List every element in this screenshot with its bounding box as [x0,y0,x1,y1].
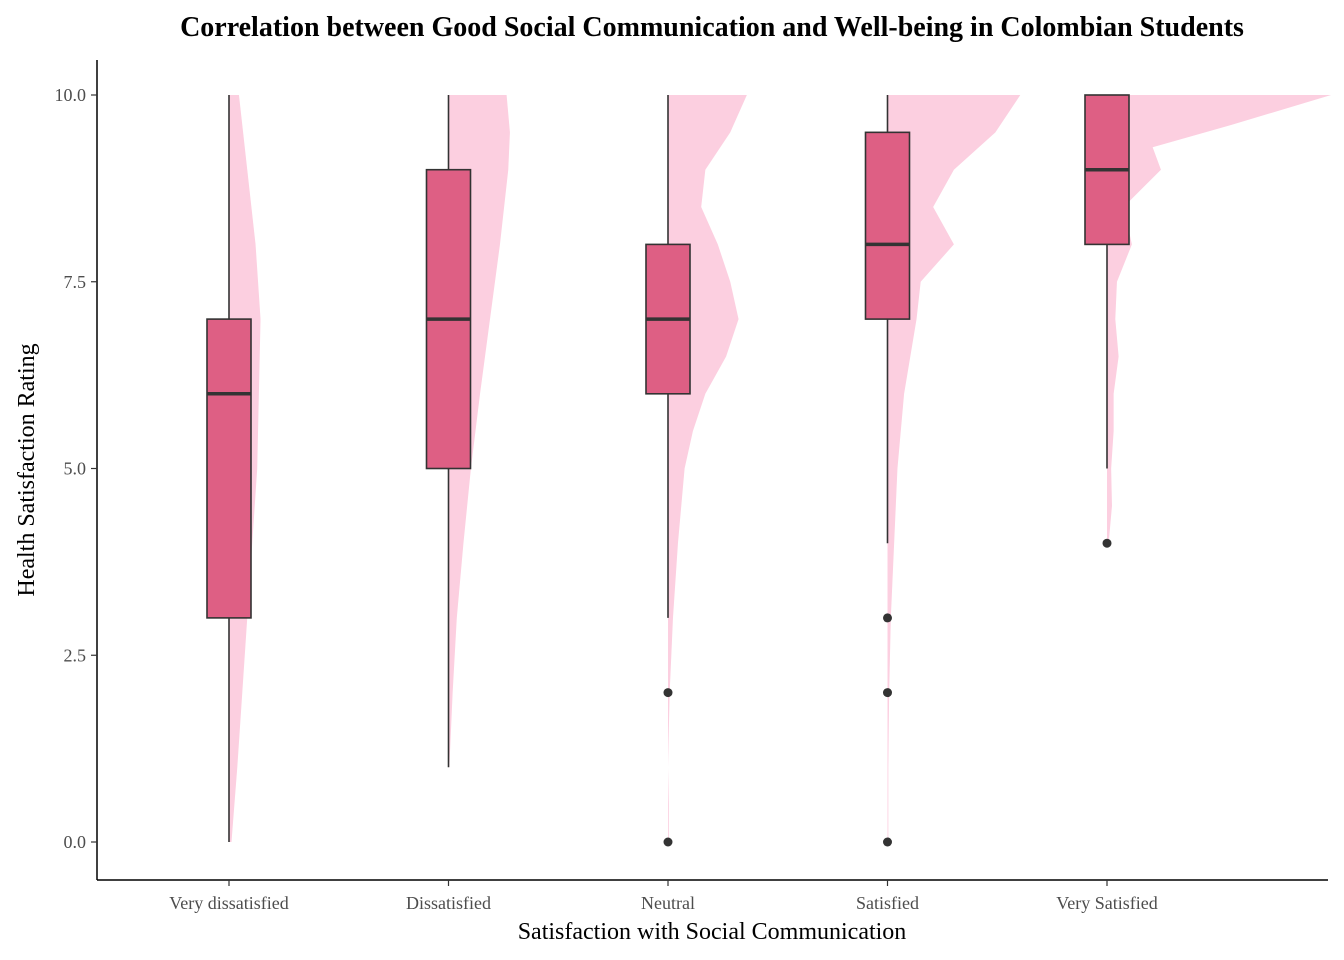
outlier-point [663,688,673,698]
y-axis-ticks: 0.0 2.5 5.0 7.5 10.0 [55,85,97,852]
plot-area [206,94,1332,847]
y-tick-label: 0.0 [64,832,87,852]
outlier-point [883,613,892,623]
x-axis-ticks: Very dissatisfied Dissatisfied Neutral Sati… [169,880,1158,913]
boxplot-4 [1084,94,1130,548]
density-3 [887,95,1021,842]
y-axis-title: Health Satisfaction Rating [14,343,40,596]
density-4 [1107,95,1332,544]
boxplot-1 [425,95,472,768]
y-tick-label: 10.0 [55,85,87,105]
outlier-point [883,837,892,847]
outlier-point [1102,538,1112,548]
x-tick-label: Neutral [641,893,695,913]
boxplot-3 [864,95,911,847]
box-iqr [206,318,252,619]
x-tick-label: Very Satisfied [1056,893,1157,913]
x-axis-title: Satisfaction with Social Communication [518,919,907,945]
density-2 [668,95,747,842]
box-iqr [864,131,911,320]
y-tick-label: 5.0 [64,459,87,479]
y-tick-label: 7.5 [64,272,87,292]
y-tick-label: 2.5 [64,645,87,665]
boxplot-0 [206,95,252,842]
x-tick-label: Satisfied [856,893,919,913]
chart-title: Correlation between Good Social Communic… [180,12,1244,43]
outlier-point [663,837,673,847]
outlier-point [883,688,892,698]
x-tick-label: Very dissatisfied [169,893,288,913]
boxplot-2 [645,95,691,847]
x-tick-label: Dissatisfied [406,893,491,913]
